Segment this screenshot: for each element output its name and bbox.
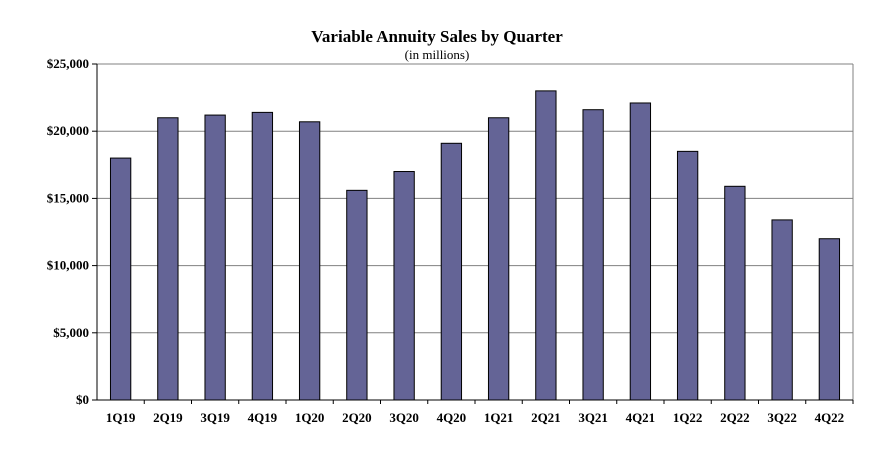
x-tick-label: 4Q20 <box>437 410 467 425</box>
chart-subtitle: (in millions) <box>405 47 470 62</box>
y-tick-label: $5,000 <box>53 325 89 340</box>
bar <box>629 102 652 401</box>
x-tick-label: 2Q21 <box>531 410 561 425</box>
bar <box>582 109 604 401</box>
x-tick-label: 1Q21 <box>484 410 514 425</box>
x-tick-label: 2Q22 <box>720 410 750 425</box>
y-tick-label: $20,000 <box>47 123 89 138</box>
bar <box>298 121 321 401</box>
bar <box>487 117 510 401</box>
y-tick-label: $0 <box>76 392 89 407</box>
bar <box>535 90 557 401</box>
x-tick-label: 4Q21 <box>626 410 656 425</box>
x-tick-label: 1Q19 <box>106 410 136 425</box>
bar <box>440 142 463 401</box>
bar <box>724 185 746 401</box>
x-tick-label: 2Q19 <box>153 410 183 425</box>
x-tick-label: 3Q19 <box>200 410 230 425</box>
bar <box>771 219 793 401</box>
axes <box>92 63 854 404</box>
x-tick-label: 3Q21 <box>578 410 608 425</box>
x-tick-label: 3Q22 <box>767 410 797 425</box>
y-tick-label: $15,000 <box>47 190 89 205</box>
y-tick-label: $25,000 <box>47 56 89 71</box>
x-tick-label: 3Q20 <box>389 410 419 425</box>
bar <box>157 117 179 401</box>
bar <box>204 114 226 401</box>
bar <box>346 189 368 401</box>
x-tick-label: 4Q19 <box>248 410 278 425</box>
bar <box>393 171 415 401</box>
bar <box>251 111 274 401</box>
bars <box>109 90 841 401</box>
x-tick-label: 4Q22 <box>815 410 845 425</box>
x-tick-label: 1Q20 <box>295 410 325 425</box>
y-tick-label: $10,000 <box>47 258 89 273</box>
bar <box>109 157 132 401</box>
bar <box>818 238 841 401</box>
y-axis-tick-labels: $0 $5,000 $10,000 $15,000 $20,000 $25,000 <box>47 56 89 407</box>
bar <box>676 150 699 401</box>
x-tick-label: 1Q22 <box>673 410 703 425</box>
chart-title: Variable Annuity Sales by Quarter <box>311 27 563 46</box>
x-axis-tick-labels: 1Q19 2Q19 3Q19 4Q19 1Q20 2Q20 3Q20 4Q20 1Q21 2Q21… <box>106 410 844 425</box>
x-tick-label: 2Q20 <box>342 410 372 425</box>
